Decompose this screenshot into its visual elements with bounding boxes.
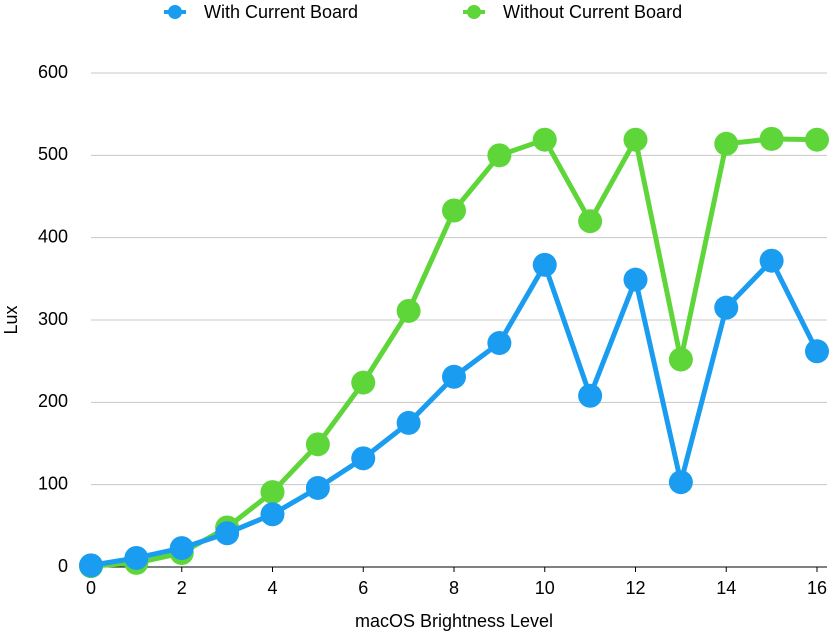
data-point: [805, 127, 829, 152]
x-tick-label: 14: [716, 578, 736, 598]
data-point: [805, 339, 829, 364]
data-point: [759, 248, 784, 273]
legend-marker: [168, 5, 182, 19]
y-tick-label: 0: [58, 556, 68, 576]
x-tick-label: 4: [267, 578, 277, 598]
data-point: [351, 446, 376, 471]
y-tick-label: 400: [38, 226, 68, 246]
data-point: [668, 470, 693, 495]
data-point: [714, 131, 739, 156]
data-point: [714, 295, 739, 320]
y-axis-label: Lux: [1, 305, 21, 334]
y-tick-label: 200: [38, 391, 68, 411]
data-point: [351, 370, 376, 395]
series-line: [90, 258, 820, 568]
data-point: [124, 545, 149, 570]
legend-label: Without Current Board: [503, 2, 682, 22]
data-point: [487, 143, 512, 168]
x-axis-label: macOS Brightness Level: [355, 611, 553, 631]
data-point: [396, 298, 421, 323]
x-tick-label: 12: [625, 578, 645, 598]
data-point: [623, 267, 648, 292]
data-point: [578, 209, 603, 234]
y-tick-label: 500: [38, 144, 68, 164]
data-point: [623, 127, 648, 152]
x-tick-label: 16: [807, 578, 827, 598]
data-point: [305, 475, 330, 500]
data-point: [532, 127, 557, 152]
data-point: [169, 536, 194, 561]
y-tick-label: 300: [38, 309, 68, 329]
data-point: [668, 347, 693, 372]
x-tick-label: 2: [177, 578, 187, 598]
data-point: [442, 198, 466, 223]
x-tick-label: 0: [86, 578, 96, 598]
data-point: [487, 331, 512, 356]
y-tick-label: 600: [38, 62, 68, 82]
data-point: [759, 126, 784, 151]
data-point: [396, 410, 421, 435]
y-tick-label: 100: [38, 473, 68, 493]
legend-marker: [467, 5, 481, 19]
data-point: [305, 432, 330, 457]
x-tick-label: 8: [449, 578, 459, 598]
data-point: [578, 383, 603, 408]
data-point: [442, 364, 466, 389]
data-point: [215, 521, 240, 546]
data-point: [260, 502, 285, 527]
legend-label: With Current Board: [204, 2, 358, 22]
x-tick-label: 10: [535, 578, 555, 598]
data-point: [79, 553, 103, 578]
data-point: [532, 252, 557, 277]
data-point: [260, 480, 285, 505]
x-tick-label: 6: [358, 578, 368, 598]
